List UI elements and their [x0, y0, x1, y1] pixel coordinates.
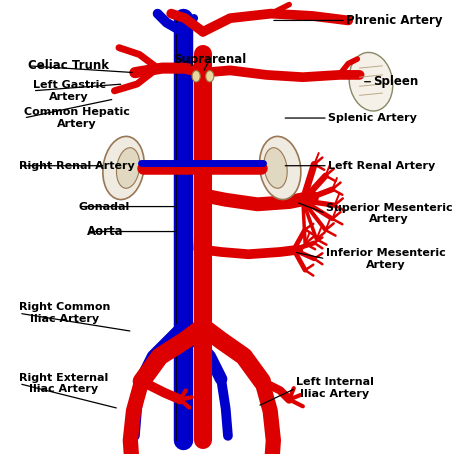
Text: Right Renal Artery: Right Renal Artery	[19, 161, 135, 171]
Text: Phrenic Artery: Phrenic Artery	[346, 14, 443, 27]
Text: Common Hepatic
Artery: Common Hepatic Artery	[24, 107, 129, 129]
Text: Left Internal
Iliac Artery: Left Internal Iliac Artery	[296, 377, 374, 399]
Text: Celiac Trunk: Celiac Trunk	[28, 59, 109, 72]
Ellipse shape	[259, 136, 301, 200]
Text: Right Common
Iliac Artery: Right Common Iliac Artery	[19, 302, 110, 324]
Ellipse shape	[117, 148, 140, 188]
Ellipse shape	[349, 52, 393, 111]
Text: Suprarenal: Suprarenal	[173, 53, 246, 65]
Ellipse shape	[264, 148, 287, 188]
Text: Spleen: Spleen	[373, 75, 419, 88]
Text: Left Renal Artery: Left Renal Artery	[328, 161, 435, 171]
Text: Gonadal: Gonadal	[78, 202, 129, 212]
Text: Splenic Artery: Splenic Artery	[328, 113, 417, 123]
Ellipse shape	[103, 136, 144, 200]
Text: Right External
Iliac Artery: Right External Iliac Artery	[19, 373, 109, 395]
Text: Aorta: Aorta	[87, 225, 124, 238]
Circle shape	[193, 63, 213, 83]
Text: Inferior Mesenteric
Artery: Inferior Mesenteric Artery	[326, 248, 445, 270]
Text: Superior Mesenteric
Artery: Superior Mesenteric Artery	[326, 202, 452, 224]
Ellipse shape	[192, 70, 200, 82]
Ellipse shape	[206, 70, 214, 82]
Text: Left Gastric
Artery: Left Gastric Artery	[33, 80, 106, 102]
